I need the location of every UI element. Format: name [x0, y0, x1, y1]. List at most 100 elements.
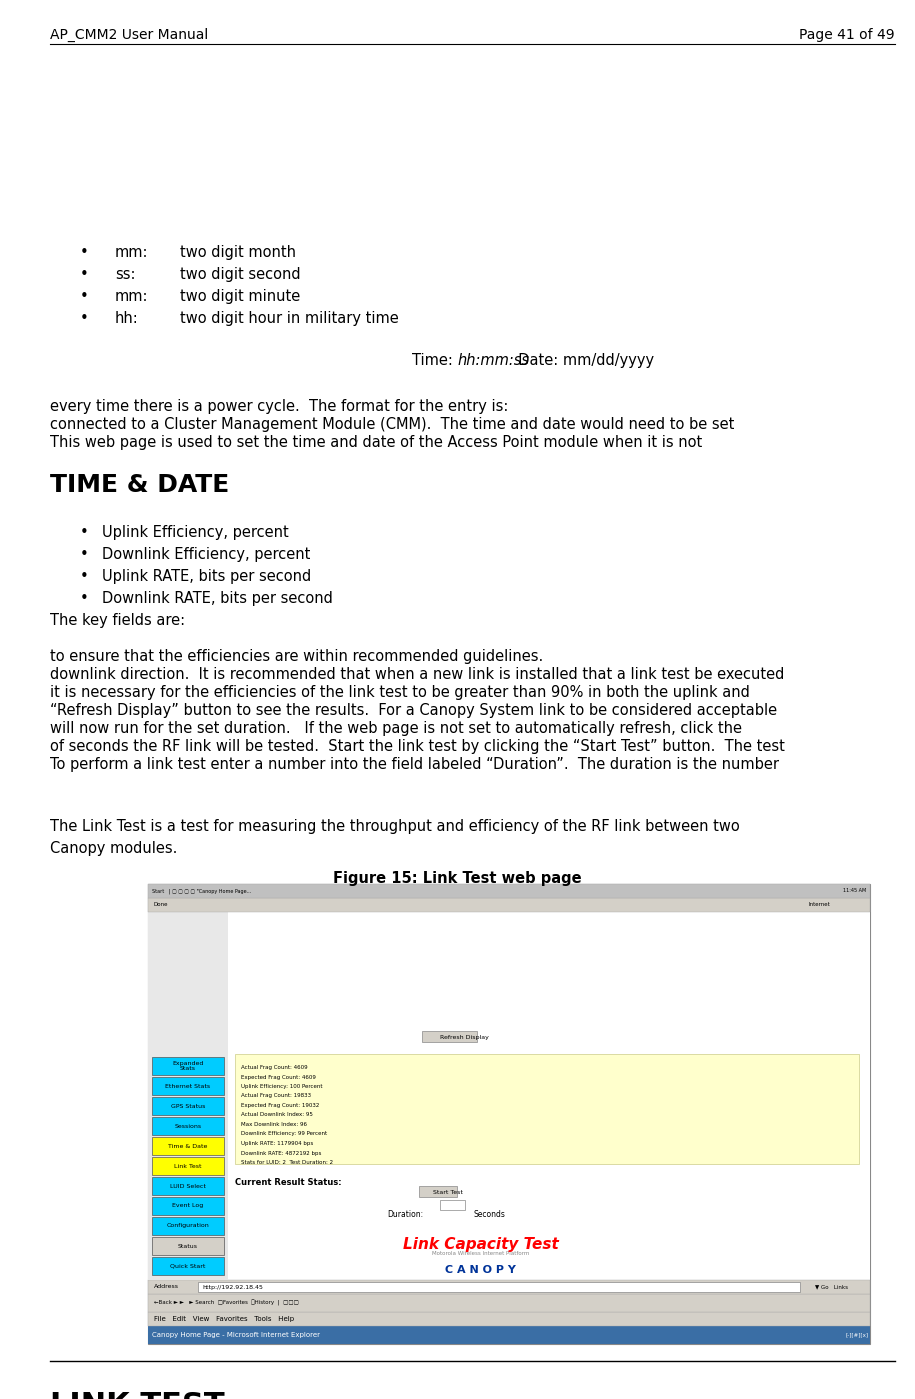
- Bar: [440, 1200, 465, 1210]
- Text: Expected Frag Count: 19032: Expected Frag Count: 19032: [241, 1102, 319, 1108]
- Text: Time:: Time:: [412, 353, 457, 368]
- Text: Actual Frag Count: 19833: Actual Frag Count: 19833: [241, 1094, 311, 1098]
- Bar: [152, 1157, 224, 1175]
- Text: •: •: [80, 525, 89, 540]
- Bar: [148, 884, 870, 898]
- Text: LUID Select: LUID Select: [170, 1184, 206, 1189]
- Text: The Link Test is a test for measuring the throughput and efficiency of the RF li: The Link Test is a test for measuring th…: [50, 818, 739, 856]
- Bar: [152, 1077, 224, 1095]
- Bar: [198, 1281, 800, 1293]
- Text: Start   | ▢ ▢ ▢ ▢ "Canopy Home Page...: Start | ▢ ▢ ▢ ▢ "Canopy Home Page...: [152, 888, 251, 894]
- Text: http://192.92.18.45: http://192.92.18.45: [202, 1284, 263, 1290]
- Text: Downlink RATE, bits per second: Downlink RATE, bits per second: [102, 590, 333, 606]
- Text: Actual Downlink Index: 95: Actual Downlink Index: 95: [241, 1112, 313, 1118]
- Text: Motorola Wireless Internet Platform: Motorola Wireless Internet Platform: [432, 1251, 530, 1256]
- Text: Address: Address: [154, 1284, 179, 1290]
- Text: mm:: mm:: [115, 290, 148, 304]
- Bar: [152, 1198, 224, 1214]
- Text: Sessions: Sessions: [175, 1123, 201, 1129]
- Text: Configuration: Configuration: [167, 1224, 210, 1228]
- Text: mm:: mm:: [115, 245, 148, 260]
- Text: •: •: [80, 311, 89, 326]
- Bar: [148, 1294, 870, 1312]
- Text: hh:: hh:: [115, 311, 139, 326]
- Text: Uplink Efficiency, percent: Uplink Efficiency, percent: [102, 525, 289, 540]
- Text: Actual Frag Count: 4609: Actual Frag Count: 4609: [241, 1065, 307, 1070]
- Bar: [152, 1058, 224, 1074]
- Bar: [152, 1177, 224, 1195]
- Bar: [235, 1053, 859, 1164]
- Bar: [419, 1186, 457, 1198]
- Text: 11:45 AM: 11:45 AM: [843, 888, 866, 894]
- Text: •: •: [80, 547, 89, 562]
- Bar: [152, 1217, 224, 1235]
- Text: two digit hour in military time: two digit hour in military time: [180, 311, 399, 326]
- Text: Expanded
Stats: Expanded Stats: [172, 1060, 204, 1072]
- Text: Date: mm/dd/yyyy: Date: mm/dd/yyyy: [509, 353, 654, 368]
- Text: Start Test: Start Test: [433, 1189, 463, 1195]
- Text: Status: Status: [178, 1244, 198, 1248]
- Text: File   Edit   View   Favorites   Tools   Help: File Edit View Favorites Tools Help: [154, 1316, 294, 1322]
- Bar: [148, 1280, 870, 1294]
- Text: Canopy Home Page - Microsoft Internet Explorer: Canopy Home Page - Microsoft Internet Ex…: [152, 1332, 320, 1337]
- Text: “Refresh Display” button to see the results.  For a Canopy System link to be con: “Refresh Display” button to see the resu…: [50, 704, 777, 718]
- Text: •: •: [80, 290, 89, 304]
- Bar: [148, 1326, 870, 1344]
- Text: hh:mm:ss: hh:mm:ss: [457, 353, 529, 368]
- Bar: [148, 1312, 870, 1326]
- Text: every time there is a power cycle.  The format for the entry is:: every time there is a power cycle. The f…: [50, 399, 509, 414]
- Text: C A N O P Y: C A N O P Y: [446, 1265, 516, 1274]
- Text: Ethernet Stats: Ethernet Stats: [166, 1083, 210, 1088]
- Text: connected to a Cluster Management Module (CMM).  The time and date would need to: connected to a Cluster Management Module…: [50, 417, 735, 432]
- Text: The key fields are:: The key fields are:: [50, 613, 185, 628]
- Text: •: •: [80, 569, 89, 583]
- Text: Uplink RATE, bits per second: Uplink RATE, bits per second: [102, 569, 311, 583]
- Text: Event Log: Event Log: [172, 1203, 204, 1209]
- Text: Page 41 of 49: Page 41 of 49: [800, 28, 895, 42]
- Text: Seconds: Seconds: [473, 1210, 505, 1219]
- Bar: [148, 898, 870, 912]
- Text: LINK TEST: LINK TEST: [50, 1391, 224, 1399]
- Bar: [152, 1116, 224, 1135]
- Text: •: •: [80, 245, 89, 260]
- Bar: [152, 1137, 224, 1156]
- Text: Downlink Efficiency: 99 Percent: Downlink Efficiency: 99 Percent: [241, 1132, 328, 1136]
- Text: Link Capacity Test: Link Capacity Test: [403, 1237, 558, 1252]
- Bar: [148, 912, 228, 1280]
- Text: Refresh Display: Refresh Display: [440, 1034, 489, 1039]
- Bar: [422, 1031, 477, 1042]
- Text: Downlink RATE: 4872192 bps: Downlink RATE: 4872192 bps: [241, 1150, 321, 1156]
- Text: two digit month: two digit month: [180, 245, 296, 260]
- Text: to ensure that the efficiencies are within recommended guidelines.: to ensure that the efficiencies are with…: [50, 649, 544, 665]
- Text: Max Downlink Index: 96: Max Downlink Index: 96: [241, 1122, 307, 1128]
- Text: two digit second: two digit second: [180, 267, 301, 283]
- Text: Link Test: Link Test: [174, 1164, 201, 1168]
- Text: Uplink RATE: 1179904 bps: Uplink RATE: 1179904 bps: [241, 1142, 313, 1146]
- Text: GPS Status: GPS Status: [171, 1104, 205, 1108]
- Text: Internet: Internet: [808, 902, 830, 908]
- Bar: [148, 912, 870, 1280]
- Bar: [152, 1097, 224, 1115]
- Text: [-][#][x]: [-][#][x]: [845, 1332, 868, 1337]
- Bar: [148, 884, 870, 1344]
- Bar: [152, 1256, 224, 1274]
- Text: AP_CMM2 User Manual: AP_CMM2 User Manual: [50, 28, 209, 42]
- Text: •: •: [80, 590, 89, 606]
- Text: ss:: ss:: [115, 267, 135, 283]
- Text: Current Result Status:: Current Result Status:: [235, 1178, 341, 1186]
- Bar: [152, 1237, 224, 1255]
- Text: Done: Done: [154, 902, 168, 908]
- Text: Figure 15: Link Test web page: Figure 15: Link Test web page: [333, 872, 581, 886]
- Text: TIME & DATE: TIME & DATE: [50, 473, 230, 497]
- Text: of seconds the RF link will be tested.  Start the link test by clicking the “Sta: of seconds the RF link will be tested. S…: [50, 739, 785, 754]
- Text: ▼ Go   Links: ▼ Go Links: [815, 1284, 848, 1290]
- Text: Quick Start: Quick Start: [170, 1263, 206, 1269]
- Text: Downlink Efficiency, percent: Downlink Efficiency, percent: [102, 547, 310, 562]
- Text: ←Back ► ►   ► Search  ▢Favorites  ⏱History  |  ▢▢▢: ←Back ► ► ► Search ▢Favorites ⏱History |…: [154, 1300, 299, 1307]
- Text: Expected Frag Count: 4609: Expected Frag Count: 4609: [241, 1074, 316, 1080]
- Text: two digit minute: two digit minute: [180, 290, 300, 304]
- Text: downlink direction.  It is recommended that when a new link is installed that a : downlink direction. It is recommended th…: [50, 667, 784, 681]
- Text: To perform a link test enter a number into the field labeled “Duration”.  The du: To perform a link test enter a number in…: [50, 757, 779, 772]
- Text: will now run for the set duration.   If the web page is not set to automatically: will now run for the set duration. If th…: [50, 720, 742, 736]
- Text: This web page is used to set the time and date of the Access Point module when i: This web page is used to set the time an…: [50, 435, 702, 450]
